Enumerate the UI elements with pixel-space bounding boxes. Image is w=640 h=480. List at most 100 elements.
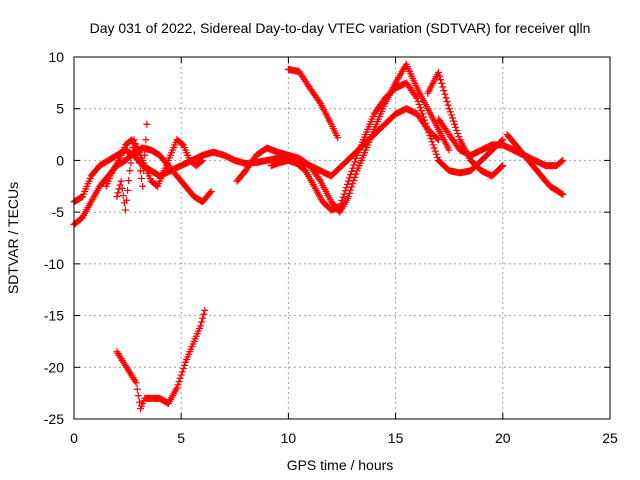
- data-point: [200, 310, 208, 318]
- data-point: [131, 377, 139, 385]
- data-point: [558, 190, 566, 198]
- data-point: [432, 150, 440, 158]
- data-point: [352, 154, 360, 162]
- plot-area: [70, 60, 567, 413]
- data-point: [415, 101, 423, 109]
- data-point: [199, 314, 207, 322]
- data-point: [452, 123, 460, 131]
- data-point: [347, 186, 355, 194]
- data-point: [123, 196, 131, 204]
- data-point: [416, 104, 424, 112]
- series-arc-h: [424, 69, 507, 180]
- data-point: [174, 381, 182, 389]
- data-point: [135, 159, 143, 167]
- data-point: [143, 120, 151, 128]
- data-point: [173, 384, 181, 392]
- data-point: [351, 158, 359, 166]
- y-tick-label: 10: [48, 49, 64, 65]
- x-axis-ticks: 0 5 10 15 20 25: [70, 57, 618, 446]
- plot-frame: [73, 56, 611, 420]
- data-point: [206, 189, 214, 197]
- data-point: [350, 176, 358, 184]
- y-tick-label: -10: [44, 256, 64, 272]
- data-point: [455, 133, 463, 141]
- y-tick-label: 0: [56, 152, 64, 168]
- chart-title: Day 031 of 2022, Sidereal Day-to-day VTE…: [90, 20, 591, 36]
- data-point: [135, 398, 143, 406]
- data-point: [178, 368, 186, 376]
- data-point: [418, 110, 426, 118]
- data-point: [559, 156, 567, 164]
- data-point: [443, 97, 451, 105]
- data-point: [114, 158, 122, 166]
- x-tick-label: 5: [177, 430, 185, 446]
- data-point: [430, 144, 438, 152]
- data-point: [441, 90, 449, 98]
- data-point: [141, 151, 149, 159]
- data-point: [413, 94, 421, 102]
- data-point: [451, 120, 459, 128]
- series-arc-b: [70, 144, 215, 229]
- data-point: [343, 180, 351, 188]
- x-tick-label: 10: [281, 430, 297, 446]
- data-point: [439, 83, 447, 91]
- data-point: [422, 119, 430, 127]
- x-tick-label: 0: [70, 430, 78, 446]
- data-point: [352, 170, 360, 178]
- data-point: [436, 72, 444, 80]
- data-point: [127, 159, 135, 167]
- data-point: [445, 146, 453, 154]
- data-point: [315, 176, 323, 184]
- y-tick-label: -25: [44, 411, 64, 427]
- data-point: [348, 167, 356, 175]
- data-point: [351, 173, 359, 181]
- data-point: [179, 365, 187, 373]
- y-tick-label: -20: [44, 359, 64, 375]
- data-point: [140, 167, 148, 175]
- data-point: [198, 157, 206, 165]
- data-point: [114, 189, 122, 197]
- data-point: [132, 379, 140, 387]
- data-point: [346, 189, 354, 197]
- data-point: [348, 183, 356, 191]
- data-point: [431, 147, 439, 155]
- data-point: [340, 190, 348, 198]
- data-point: [417, 107, 425, 115]
- data-point: [121, 206, 129, 214]
- data-point: [119, 192, 127, 200]
- data-point: [346, 174, 354, 182]
- data-point: [426, 132, 434, 140]
- series-arc-i: [434, 115, 528, 159]
- data-point: [196, 322, 204, 330]
- data-point: [454, 130, 462, 138]
- data-point: [424, 125, 432, 133]
- data-point: [336, 203, 344, 211]
- x-tick-label: 25: [602, 430, 618, 446]
- data-point: [559, 191, 567, 199]
- x-axis-label: GPS time / hours: [287, 457, 394, 473]
- data-point: [180, 361, 188, 369]
- data-point: [433, 135, 441, 143]
- data-point: [446, 108, 454, 116]
- data-point: [132, 144, 140, 151]
- data-point: [138, 175, 146, 183]
- data-point: [198, 318, 206, 326]
- data-point: [419, 113, 427, 121]
- data-point: [445, 105, 453, 113]
- data-point: [139, 182, 147, 190]
- data-point: [440, 87, 448, 95]
- series-arc-k: [510, 146, 567, 170]
- data-point: [133, 385, 141, 393]
- data-point: [449, 117, 457, 125]
- data-point: [338, 197, 346, 205]
- data-point: [499, 162, 507, 170]
- data-point: [448, 114, 456, 122]
- data-point: [447, 111, 455, 119]
- data-point: [134, 151, 142, 159]
- data-point: [341, 187, 349, 195]
- data-point: [453, 126, 461, 134]
- data-point: [113, 193, 121, 201]
- data-point: [437, 76, 445, 84]
- data-point: [444, 101, 452, 109]
- data-point: [442, 94, 450, 102]
